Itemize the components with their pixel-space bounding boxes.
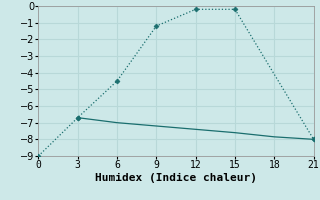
X-axis label: Humidex (Indice chaleur): Humidex (Indice chaleur): [95, 173, 257, 183]
